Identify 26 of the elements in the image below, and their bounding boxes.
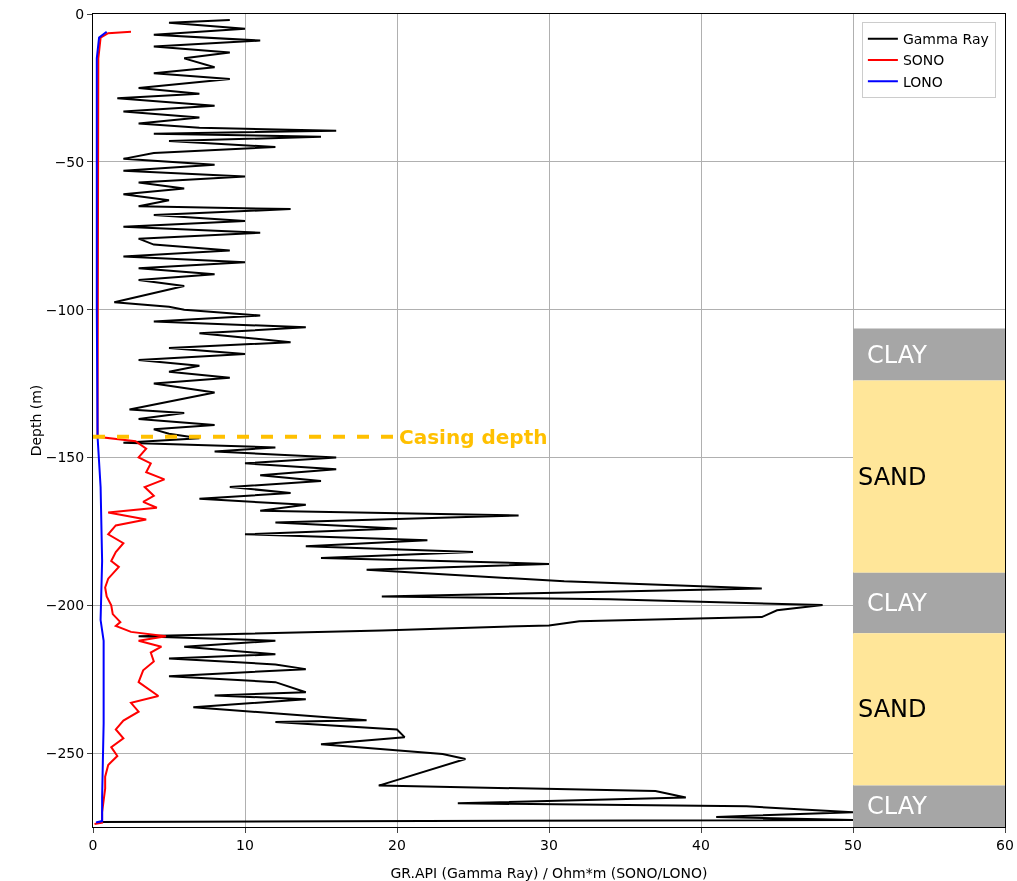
band-label: SAND	[858, 695, 927, 723]
y-tick-label: −50	[54, 153, 85, 170]
line-series	[95, 30, 108, 824]
x-tick-label: 10	[236, 836, 254, 853]
band-label: CLAY	[867, 341, 928, 369]
band-label: CLAY	[867, 589, 928, 617]
x-tick-label: 20	[388, 836, 406, 853]
y-tick-label: 0	[75, 5, 85, 22]
x-tick-label: 0	[88, 836, 98, 853]
y-tick-label: −100	[45, 301, 85, 318]
ref-line-label: Casing depth	[399, 425, 548, 449]
y-tick-label: −250	[45, 744, 85, 761]
x-tick-label: 50	[844, 836, 862, 853]
legend-label: Gamma Ray	[902, 31, 989, 48]
band-label: SAND	[858, 463, 927, 491]
band-label: CLAY	[867, 792, 928, 820]
x-axis-title: GR.API (Gamma Ray) / Ohm*m (SONO/LONO)	[390, 865, 708, 881]
y-tick-label: −200	[45, 597, 85, 614]
y-tick-label: −150	[45, 449, 85, 466]
x-tick-label: 40	[692, 836, 710, 853]
legend-label: LONO	[902, 73, 943, 90]
y-axis-title: Depth (m)	[27, 384, 44, 457]
legend-label: SONO	[902, 52, 945, 69]
line-series	[93, 30, 167, 826]
x-tick-label: 30	[540, 836, 558, 853]
x-tick-label: 60	[996, 836, 1014, 853]
